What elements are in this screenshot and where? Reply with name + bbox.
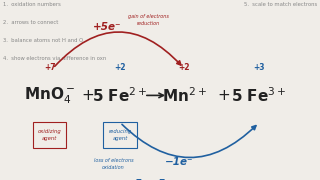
- Text: +5e⁻: +5e⁻: [93, 22, 122, 32]
- Text: MnO$_4^-$: MnO$_4^-$: [24, 85, 75, 106]
- Text: +3: +3: [253, 63, 265, 72]
- Text: +2: +2: [114, 63, 126, 72]
- Text: reducing
agent: reducing agent: [108, 129, 132, 141]
- Text: 5 Fe$^{3+}$: 5 Fe$^{3+}$: [231, 86, 287, 105]
- Text: +7: +7: [44, 63, 55, 72]
- Text: −1e⁻: −1e⁻: [165, 157, 193, 167]
- Text: Mn$^{2+}$: Mn$^{2+}$: [162, 86, 206, 105]
- Text: 4.  show electrons via difference in oxn: 4. show electrons via difference in oxn: [3, 56, 107, 61]
- Text: loss of electrons
oxidation: loss of electrons oxidation: [94, 158, 133, 170]
- Text: ×5 = 5e⁻: ×5 = 5e⁻: [126, 179, 178, 180]
- Text: +2: +2: [178, 63, 190, 72]
- Text: 5 Fe$^{2+}$: 5 Fe$^{2+}$: [92, 86, 148, 105]
- Text: oxidizing
agent: oxidizing agent: [38, 129, 61, 141]
- Text: +: +: [82, 88, 94, 103]
- Text: gain of electrons
reduction: gain of electrons reduction: [128, 14, 169, 26]
- Text: 5.  scale to match electrons: 5. scale to match electrons: [244, 2, 317, 7]
- Text: 1.  oxidation numbers: 1. oxidation numbers: [3, 2, 61, 7]
- Text: 2.  arrows to connect: 2. arrows to connect: [3, 20, 59, 25]
- Text: +: +: [218, 88, 230, 103]
- Text: 3.  balance atoms not H and O: 3. balance atoms not H and O: [3, 38, 83, 43]
